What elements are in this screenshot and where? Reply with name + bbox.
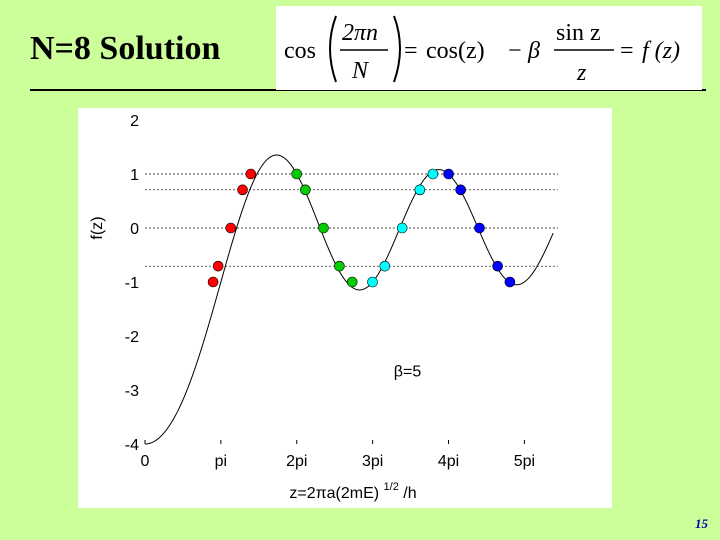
solution-point-0-0 — [207, 276, 219, 288]
solution-point-0-2 — [225, 222, 237, 234]
formula-svg: cos 2πn N = cos(z) − β sin z z = f (z) — [284, 15, 680, 86]
x-tick-label-1: pi — [215, 453, 227, 470]
formula-box: cos 2πn N = cos(z) − β sin z z = f (z) — [276, 6, 702, 90]
x-axis-label-tail: /h — [403, 485, 416, 502]
x-tick-label-4: 4pi — [438, 453, 459, 470]
x-axis-label: z=2πa(2mE) 1/2 /h — [289, 477, 416, 502]
title-underline — [30, 89, 706, 91]
solution-point-3-0 — [443, 168, 454, 180]
x-tick-label-0: 0 — [141, 453, 150, 470]
formula-sin-numerator: sin z — [556, 20, 601, 46]
solution-point-0-1 — [212, 260, 224, 272]
plot-panel: 2 1 0 -1 -2 -3 -4 0 pi 2pi 3pi 4pi 5pi β=5 f(z) z=2… — [78, 108, 612, 508]
page-number: 15 — [695, 516, 708, 531]
solution-markers — [207, 168, 516, 288]
y-tick-label-1: 1 — [130, 167, 139, 184]
solution-point-2-4 — [427, 168, 439, 180]
beta-annotation: β=5 — [394, 364, 422, 381]
plot-svg: 2 1 0 -1 -2 -3 -4 0 pi 2pi 3pi 4pi 5pi β=5 f(z) z=2… — [89, 113, 558, 502]
formula-z-denominator: z — [576, 60, 587, 86]
y-tick-label-5: -3 — [125, 383, 139, 400]
solution-point-3-2 — [474, 222, 485, 234]
reference-lines — [145, 173, 558, 267]
solution-point-3-4 — [504, 276, 516, 288]
formula-equals-2: = — [620, 38, 634, 64]
solution-point-0-4 — [245, 168, 257, 180]
x-tick-label-5: 5pi — [514, 453, 535, 470]
solution-point-1-4 — [346, 276, 358, 288]
y-tick-label-4: -2 — [125, 329, 139, 346]
y-tick-label-0: 2 — [130, 113, 139, 130]
solution-point-2-1 — [379, 260, 391, 272]
formula-beta: β — [527, 38, 540, 64]
formula-minus: − — [508, 38, 522, 64]
x-tick-label-3: 3pi — [362, 453, 383, 470]
y-axis-ticks: 2 1 0 -1 -2 -3 -4 — [125, 113, 139, 454]
x-axis-label-main: z=2πa(2mE) — [289, 485, 379, 502]
x-tick-label-2: 2pi — [286, 453, 307, 470]
solution-point-2-0 — [367, 276, 378, 288]
y-tick-label-3: -1 — [125, 275, 139, 292]
x-axis-ticks: 0 pi 2pi 3pi 4pi 5pi — [141, 440, 535, 470]
formula-left-paren — [329, 15, 337, 83]
y-tick-label-6: -4 — [125, 437, 139, 454]
formula-denominator: N — [351, 58, 370, 84]
y-axis-label: f(z) — [89, 216, 106, 239]
formula-equals-1: = — [404, 38, 418, 64]
x-axis-label-superscript: 1/2 — [384, 481, 399, 493]
solution-point-1-1 — [300, 184, 311, 196]
formula-numerator: 2πn — [342, 20, 378, 46]
y-tick-label-2: 0 — [130, 221, 139, 238]
formula-right-paren — [393, 15, 401, 83]
solution-point-2-3 — [414, 184, 426, 196]
solution-point-1-3 — [334, 260, 345, 272]
formula-cos: cos — [284, 38, 316, 64]
solution-point-3-3 — [492, 260, 503, 272]
function-curve — [145, 154, 554, 445]
formula-f-of-z: f (z) — [642, 38, 680, 64]
solution-point-1-0 — [291, 168, 302, 180]
solution-point-3-1 — [455, 184, 466, 196]
solution-point-0-3 — [237, 184, 248, 196]
slide-title: N=8 Solution — [30, 30, 221, 67]
solution-point-2-2 — [396, 222, 408, 234]
solution-point-1-2 — [318, 222, 329, 234]
formula-rhs-cos: cos(z) — [426, 38, 485, 64]
